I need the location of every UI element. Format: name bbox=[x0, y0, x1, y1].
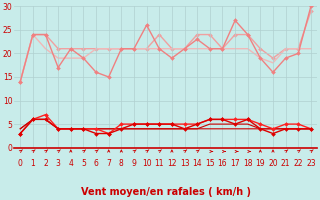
X-axis label: Vent moyen/en rafales ( km/h ): Vent moyen/en rafales ( km/h ) bbox=[81, 187, 251, 197]
